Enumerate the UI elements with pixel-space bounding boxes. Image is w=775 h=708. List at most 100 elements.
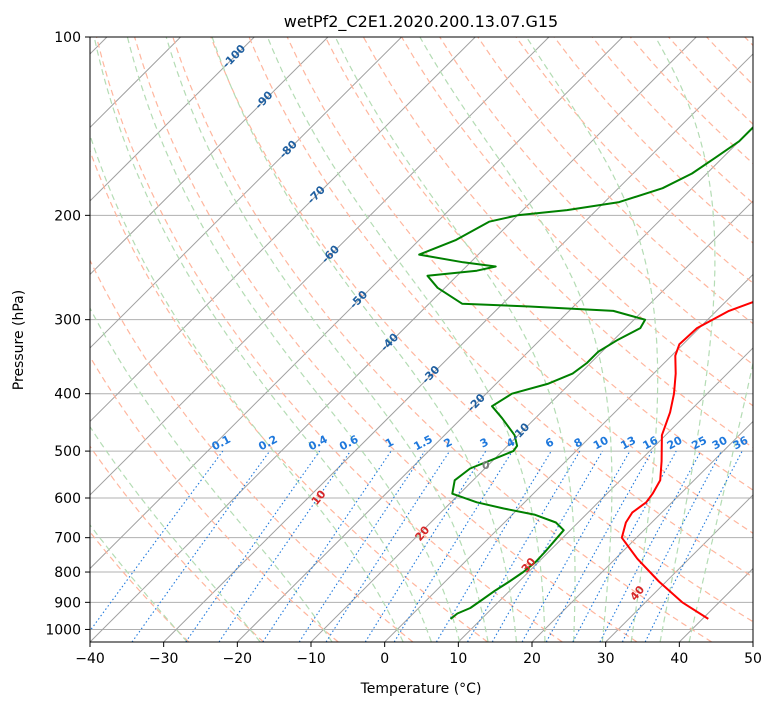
isotherm-line (90, 37, 697, 642)
mixing-ratio-label: 0.4 (306, 433, 330, 454)
mixing-ratio-label: 3 (478, 435, 491, 450)
dry-adiabat-line (248, 37, 753, 578)
x-axis-label: Temperature (°C) (360, 681, 482, 697)
mixing-ratio-label: 25 (689, 434, 709, 453)
y-tick-label: 1000 (45, 622, 81, 638)
mixing-ratio-label: 6 (543, 435, 556, 450)
dry-adiabat-line (90, 355, 339, 642)
chart-title: wetPf2_C2E1.2020.200.13.07.G15 (284, 12, 558, 32)
moist-adiabat-line (126, 37, 461, 642)
x-tick-label: 30 (597, 651, 615, 667)
isotherm-line (163, 53, 753, 642)
dry-adiabat-label: 20 (413, 523, 433, 543)
dry-adiabat-label: 40 (627, 583, 647, 603)
moist-adiabat-line (654, 37, 716, 642)
y-tick-label: 800 (54, 565, 81, 581)
axes: −40 −30 −20 −10 0 10 20 30 40 5010020030040050060… (45, 30, 762, 667)
mixing-ratio-line (545, 450, 653, 642)
moist-adiabat-line (90, 524, 188, 642)
mixing-ratio-line (262, 450, 392, 642)
isotherm-line (678, 567, 753, 642)
dry-adiabat-line (553, 37, 753, 244)
moist-adiabat-line (165, 37, 489, 642)
isotherm-line (90, 37, 402, 349)
mixing-ratio-label: 16 (641, 434, 661, 453)
line-labels: 0.1 0.2 0.4 0.6 1 1.5 2 3 4 6 8 10 13 16 20 25 30 36-100-… (210, 42, 751, 604)
isotherm-line (752, 641, 753, 642)
mixing-ratio-line (644, 450, 743, 642)
mixing-ratio-line (435, 450, 552, 642)
y-tick-label: 400 (54, 387, 81, 403)
background-grid (90, 37, 753, 642)
y-tick-label: 700 (54, 531, 81, 547)
mixing-ratio-line (90, 450, 224, 632)
plot-frame (89, 36, 754, 643)
y-tick-label: 500 (54, 444, 81, 460)
moist-adiabat-line (90, 425, 261, 642)
x-tick-label: 50 (744, 651, 762, 667)
dry-adiabat-line (477, 37, 753, 325)
isotherm-line (90, 37, 550, 496)
mixing-ratio-label: 8 (572, 435, 585, 450)
mixing-ratio-label: 0.1 (210, 433, 233, 454)
mixing-ratio-label: 1 (383, 435, 396, 450)
x-tick-label: 20 (523, 651, 541, 667)
moist-adiabat-line (93, 37, 432, 642)
mixing-ratio-label: 10 (591, 434, 611, 453)
dewpoint-profile-line (418, 125, 753, 620)
x-tick-label: 10 (449, 651, 467, 667)
x-tick-label: −10 (296, 651, 326, 667)
dry-adiabat-line (744, 37, 753, 47)
isotherm-line (384, 273, 753, 642)
isotherm-line (457, 347, 753, 642)
mixing-ratio-line (521, 450, 631, 642)
mixing-ratio-label: 13 (618, 434, 638, 453)
dry-adiabat-line (515, 37, 753, 284)
mixing-ratio-line (393, 450, 513, 642)
dry-adiabat-line (210, 37, 753, 623)
mixing-ratio-line (364, 450, 487, 642)
mixing-ratio-label: 0.6 (337, 433, 361, 454)
y-tick-label: 600 (54, 491, 81, 507)
mixing-ratio-line (218, 450, 351, 642)
y-tick-label: 900 (54, 595, 81, 611)
x-tick-label: −20 (223, 651, 253, 667)
dry-adiabat-line (95, 37, 563, 642)
mixing-ratio-label: 20 (665, 434, 685, 453)
isotherm-line (90, 37, 623, 570)
y-axis-label: Pressure (hPa) (11, 290, 27, 390)
isotherm-line (531, 420, 753, 642)
y-tick-label: 200 (54, 208, 81, 224)
moist-adiabat-label: 0 (482, 459, 490, 472)
mixing-ratio-label: 1.5 (412, 433, 435, 454)
dry-adiabat-line (172, 37, 713, 642)
isotherm-line (90, 37, 329, 276)
moist-adiabat-line (90, 133, 404, 642)
moist-adiabat-line (334, 37, 576, 642)
moist-adiabat-line (90, 306, 333, 642)
mixing-ratio-label: 36 (731, 434, 751, 453)
x-tick-label: −30 (149, 651, 179, 667)
dry-adiabat-line (706, 37, 753, 86)
isotherm-line (90, 37, 476, 423)
mixing-ratio-line (325, 450, 451, 642)
isotherm-line (605, 494, 753, 642)
moist-adiabat-line (211, 37, 518, 642)
x-tick-label: 40 (670, 651, 688, 667)
dry-adiabat-line (90, 445, 264, 642)
isotherm-line (90, 37, 255, 202)
dry-adiabat-line (286, 37, 753, 534)
isotherm-line (310, 200, 753, 642)
mixing-ratio-line (572, 450, 677, 642)
dry-adiabat-line (324, 37, 753, 491)
moist-adiabat-line (525, 37, 659, 642)
mixing-ratio-label: 0.2 (256, 433, 279, 454)
mixing-ratio-line (599, 450, 702, 642)
isotherm-label: -100 (220, 42, 249, 71)
y-tick-label: 300 (54, 313, 81, 329)
dry-adiabat-line (90, 149, 488, 642)
y-tick-label: 100 (54, 30, 81, 46)
dry-adiabat-line (90, 258, 414, 642)
dry-adiabat-line (90, 531, 190, 642)
mixing-ratio-line (185, 450, 321, 642)
